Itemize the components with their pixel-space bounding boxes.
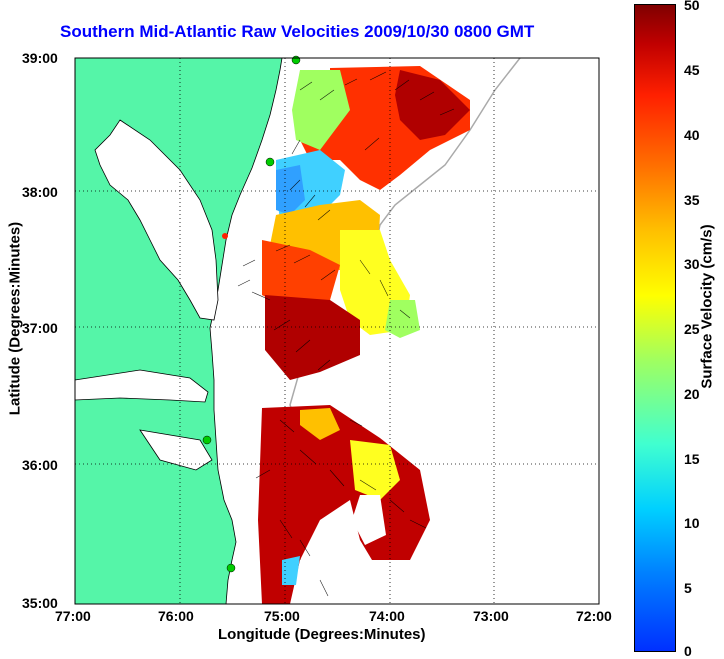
station-marker: [202, 435, 212, 445]
bay-water: [94, 119, 219, 321]
colorbar-tick: 30: [684, 256, 700, 272]
colorbar-tick: 50: [684, 0, 700, 13]
colorbar-tick: 0: [684, 643, 692, 659]
colorbar-tick: 35: [684, 192, 700, 208]
x-tick: 76:00: [158, 608, 194, 624]
x-tick: 77:00: [55, 608, 91, 624]
y-tick: 36:00: [22, 457, 58, 473]
colorbar: [634, 4, 676, 652]
y-tick: 39:00: [22, 50, 58, 66]
velocity-vectors: [237, 71, 455, 597]
x-tick: 74:00: [369, 608, 405, 624]
y-axis-label: Latitude (Degrees:Minutes): [6, 221, 24, 416]
colorbar-tick: 15: [684, 451, 700, 467]
velocity-field-south: [258, 405, 430, 604]
x-tick: 72:00: [576, 608, 612, 624]
colorbar-tick: 25: [684, 321, 700, 337]
colorbar-label: Surface Velocity (cm/s): [698, 224, 716, 389]
station-marker: [222, 233, 228, 239]
x-tick: 75:00: [264, 608, 300, 624]
colorbar-tick: 40: [684, 127, 700, 143]
x-axis-label: Longitude (Degrees:Minutes): [218, 626, 426, 643]
y-tick: 38:00: [22, 184, 58, 200]
velocity-field-north: [262, 66, 470, 380]
x-tick: 73:00: [473, 608, 509, 624]
colorbar-tick: 10: [684, 515, 700, 531]
y-tick: 35:00: [22, 595, 58, 611]
station-marker: [226, 563, 236, 573]
map-title: Southern Mid-Atlantic Raw Velocities 200…: [60, 22, 535, 41]
station-marker: [291, 55, 301, 65]
grid: [75, 58, 599, 604]
colorbar-tick: 45: [684, 62, 700, 78]
colorbar-tick: 5: [684, 580, 692, 596]
station-marker: [265, 157, 275, 167]
y-tick: 37:00: [22, 320, 58, 336]
colorbar-tick: 20: [684, 386, 700, 402]
